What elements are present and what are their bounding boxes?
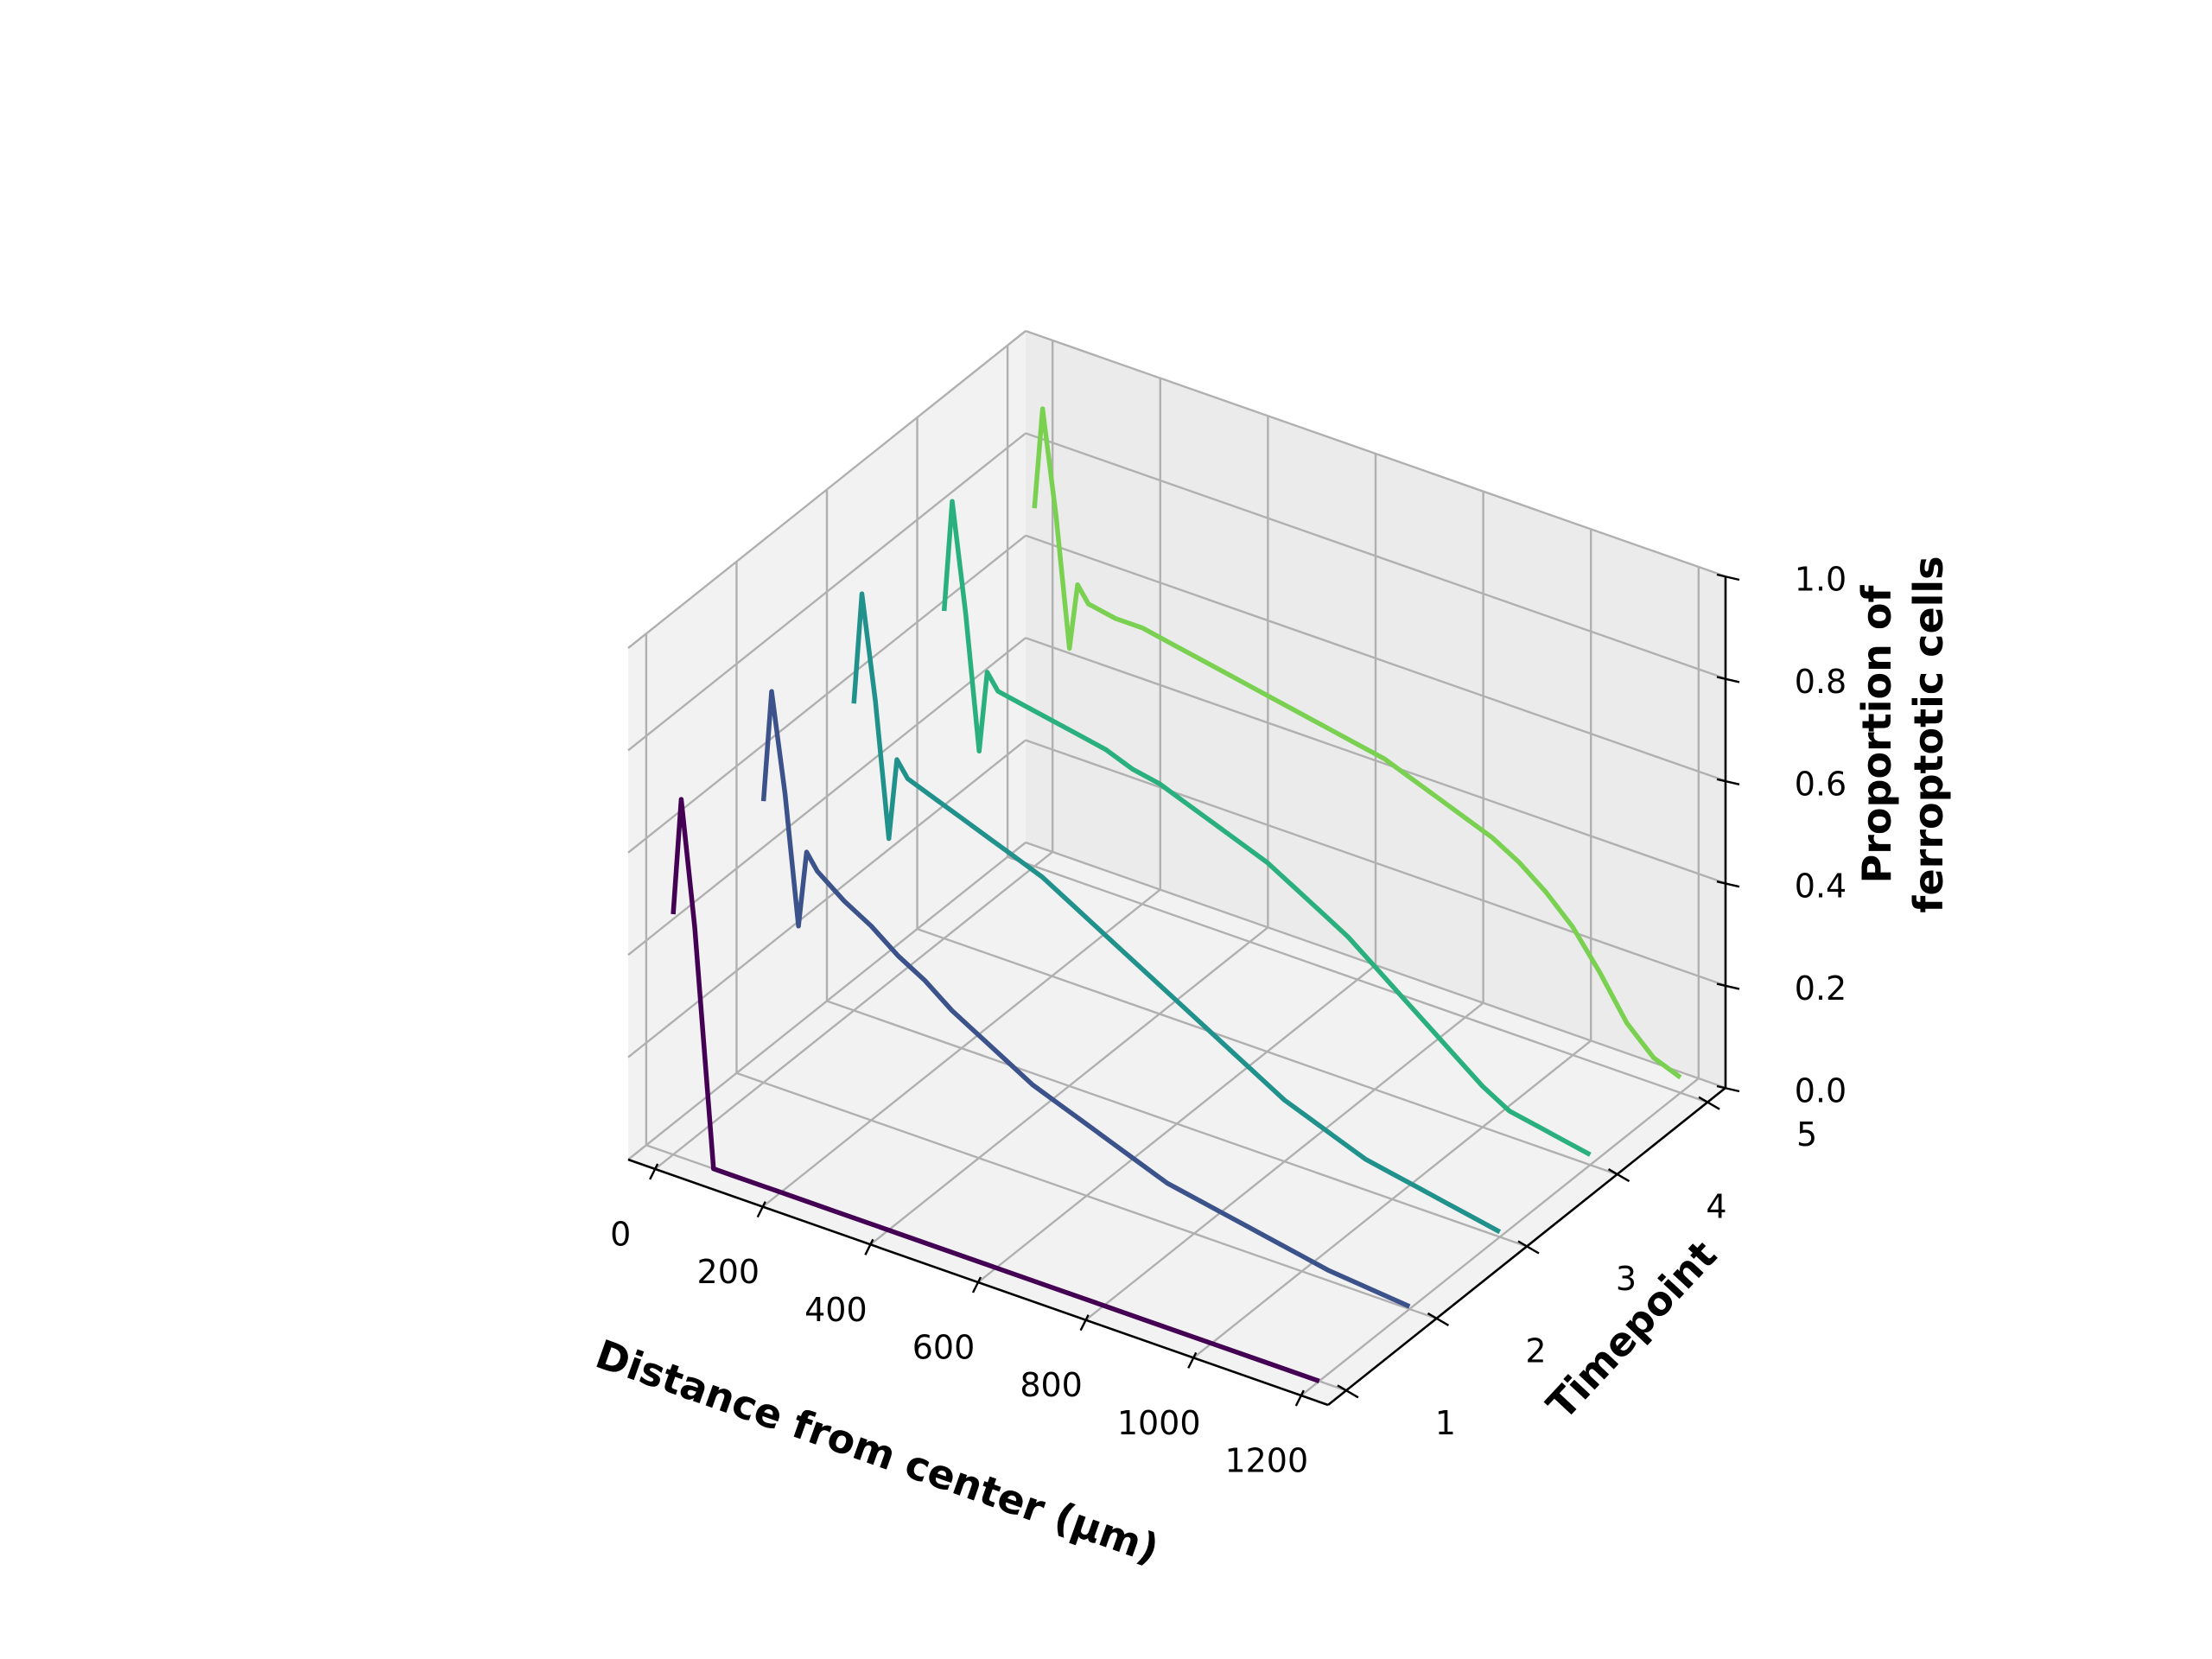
y-tick-label: 2 — [1525, 1332, 1546, 1370]
grid-lines — [627, 329, 1726, 1397]
z-tick-mark — [1716, 982, 1740, 990]
z-tick-mark — [1716, 676, 1740, 683]
grid-line-y-floor — [736, 1071, 1437, 1320]
y-tick-label: 4 — [1706, 1188, 1726, 1226]
grid-line-z-side — [627, 534, 1027, 854]
grid-line-y-floor — [917, 927, 1618, 1176]
y-tick-label: 3 — [1616, 1260, 1637, 1298]
z-tick-label: 0.8 — [1795, 663, 1847, 701]
grid-line-z-back — [1025, 534, 1726, 782]
series-line-t5 — [1032, 406, 1682, 1080]
series-line-t3 — [851, 591, 1502, 1235]
y-tick-label: 5 — [1796, 1116, 1817, 1154]
y-tick-mark — [1607, 1168, 1630, 1183]
x-tick-mark — [649, 1163, 659, 1180]
tick-marks — [649, 573, 1740, 1407]
x-tick-label: 1000 — [1117, 1404, 1201, 1442]
series-lines — [671, 406, 1682, 1383]
grid-line-y-floor — [826, 1000, 1528, 1248]
y-tick-mark — [1427, 1312, 1450, 1326]
z-axis-label-line-1: Proportion of — [1853, 585, 1900, 884]
x-tick-mark — [971, 1276, 982, 1294]
grid-line-z-back — [1025, 739, 1726, 987]
z-tick-mark — [1716, 778, 1740, 785]
grid-line-z-side — [627, 739, 1027, 1058]
z-tick-label: 0.2 — [1795, 969, 1847, 1007]
x-tick-label: 1200 — [1224, 1442, 1308, 1480]
x-tick-label: 800 — [1020, 1366, 1083, 1404]
grid-line-y-floor — [1007, 855, 1708, 1103]
series-line-t2 — [760, 689, 1411, 1309]
x-tick-mark — [864, 1238, 874, 1255]
x-tick-mark — [1294, 1389, 1305, 1407]
x-tick-label: 0 — [610, 1215, 631, 1253]
y-tick-mark — [1517, 1240, 1540, 1255]
x-tick-label: 600 — [912, 1329, 976, 1367]
grid-line-z-side — [627, 842, 1027, 1160]
grid-line-z-back — [1025, 329, 1726, 578]
grid-line-z-back — [1025, 637, 1726, 885]
z-tick-label: 0.0 — [1795, 1072, 1847, 1110]
z-tick-mark — [1716, 1084, 1740, 1093]
x-tick-label: 200 — [697, 1253, 760, 1291]
z-axis-label-line-2: ferroptotic cells — [1905, 556, 1952, 912]
grid-line-z-back — [1025, 432, 1726, 680]
z-tick-mark — [1716, 880, 1740, 888]
y-tick-label: 1 — [1435, 1404, 1456, 1442]
z-tick-label: 1.0 — [1795, 561, 1847, 599]
grid-line-z-side — [627, 330, 1027, 649]
series-line-t4 — [941, 499, 1592, 1157]
series-line-t1 — [671, 797, 1320, 1383]
y-tick-mark — [1337, 1384, 1359, 1399]
x-tick-mark — [756, 1201, 766, 1218]
grid-line-z-side — [627, 432, 1027, 752]
x-tick-label: 400 — [804, 1291, 868, 1329]
y-tick-mark — [1698, 1096, 1720, 1110]
x-tick-mark — [1187, 1351, 1198, 1369]
z-tick-mark — [1716, 573, 1740, 582]
x-tick-mark — [1079, 1314, 1090, 1332]
z-tick-label: 0.4 — [1795, 868, 1847, 906]
z-tick-label: 0.6 — [1795, 765, 1847, 803]
